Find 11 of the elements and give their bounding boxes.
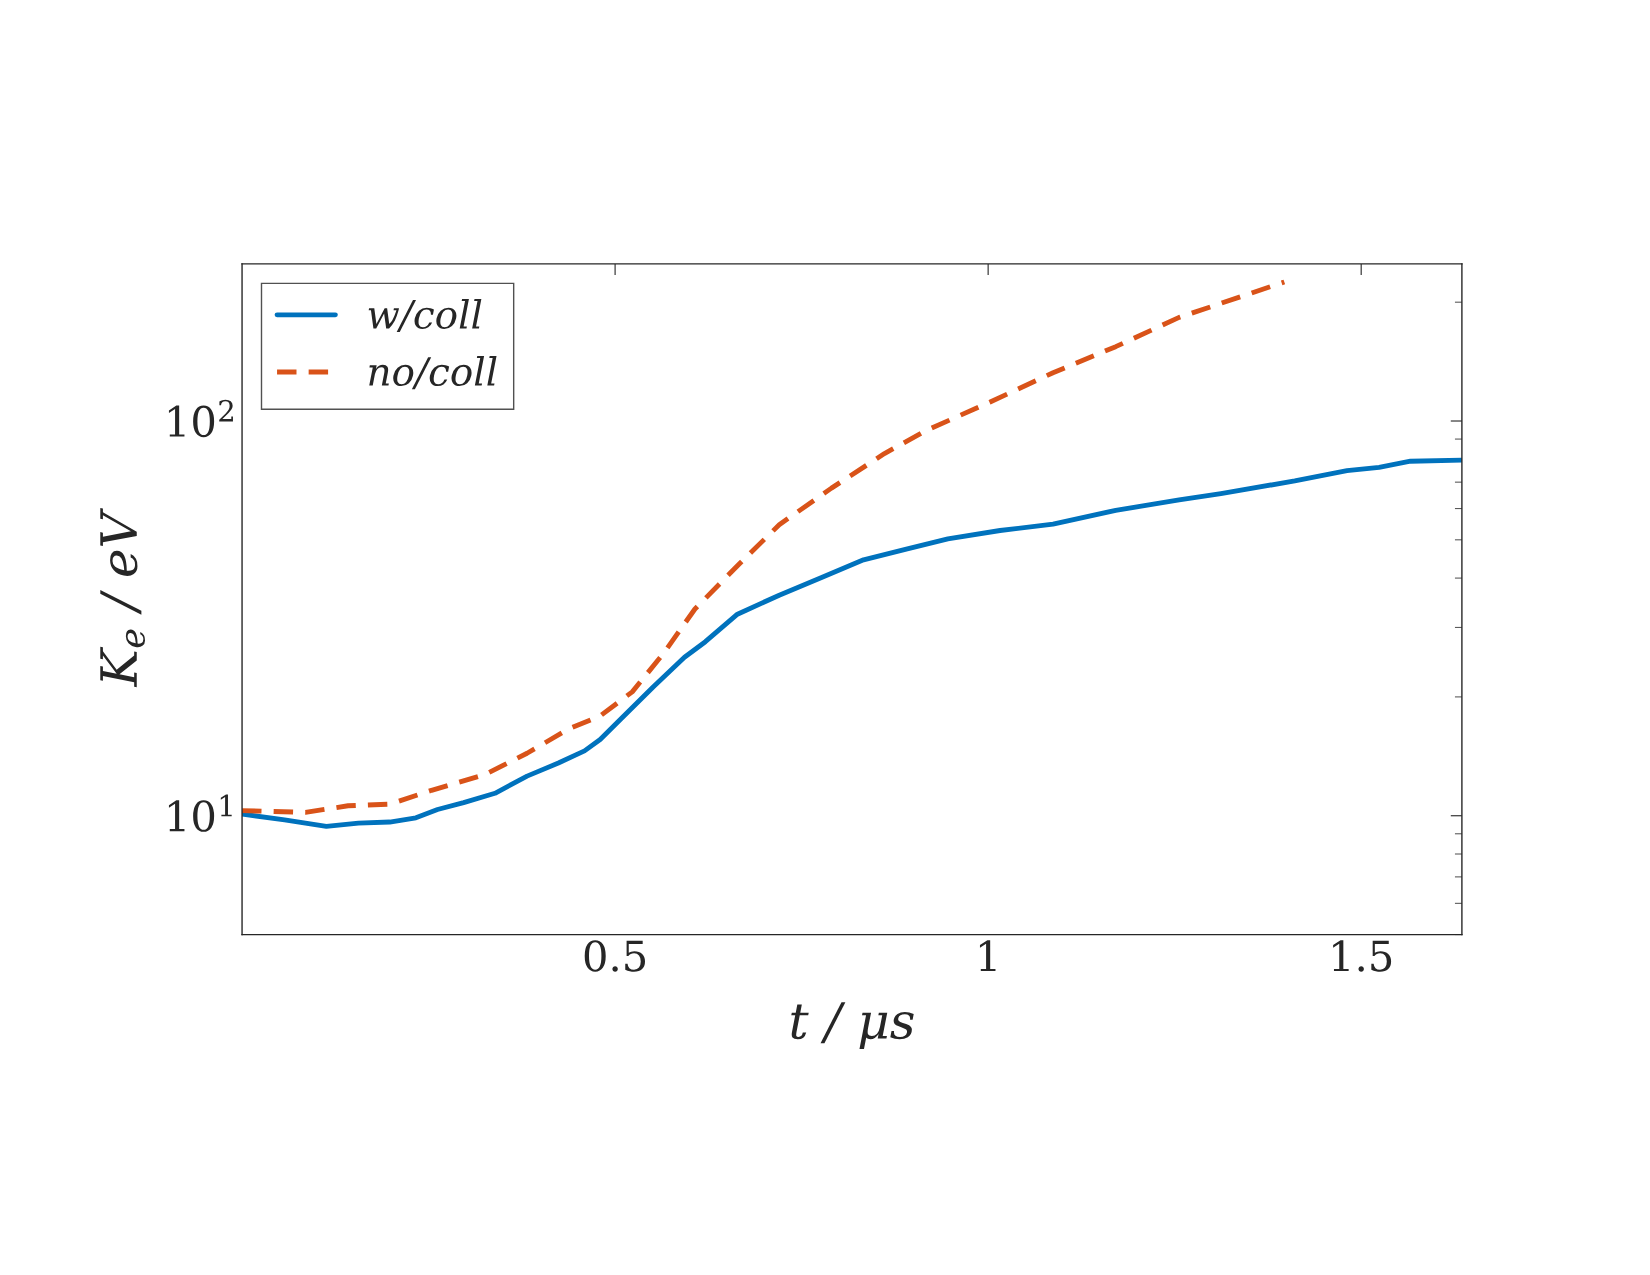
x-tick-label: 0.5 — [584, 940, 646, 972]
y-tick-label: 10$^{1}$ — [168, 794, 232, 832]
line-series — [242, 457, 1462, 829]
x-tick-label: 1 — [979, 940, 996, 972]
x-axis-title: t / μs — [791, 1002, 914, 1049]
line-series — [242, 279, 1287, 815]
y-tick-label: 10$^{2}$ — [168, 399, 233, 438]
y-axis-title: K$_{e}$ / eV — [100, 508, 146, 688]
legend-label: w/coll — [368, 298, 482, 333]
legend-label: no/coll — [369, 356, 497, 390]
x-tick-label: 1.5 — [1333, 940, 1392, 972]
